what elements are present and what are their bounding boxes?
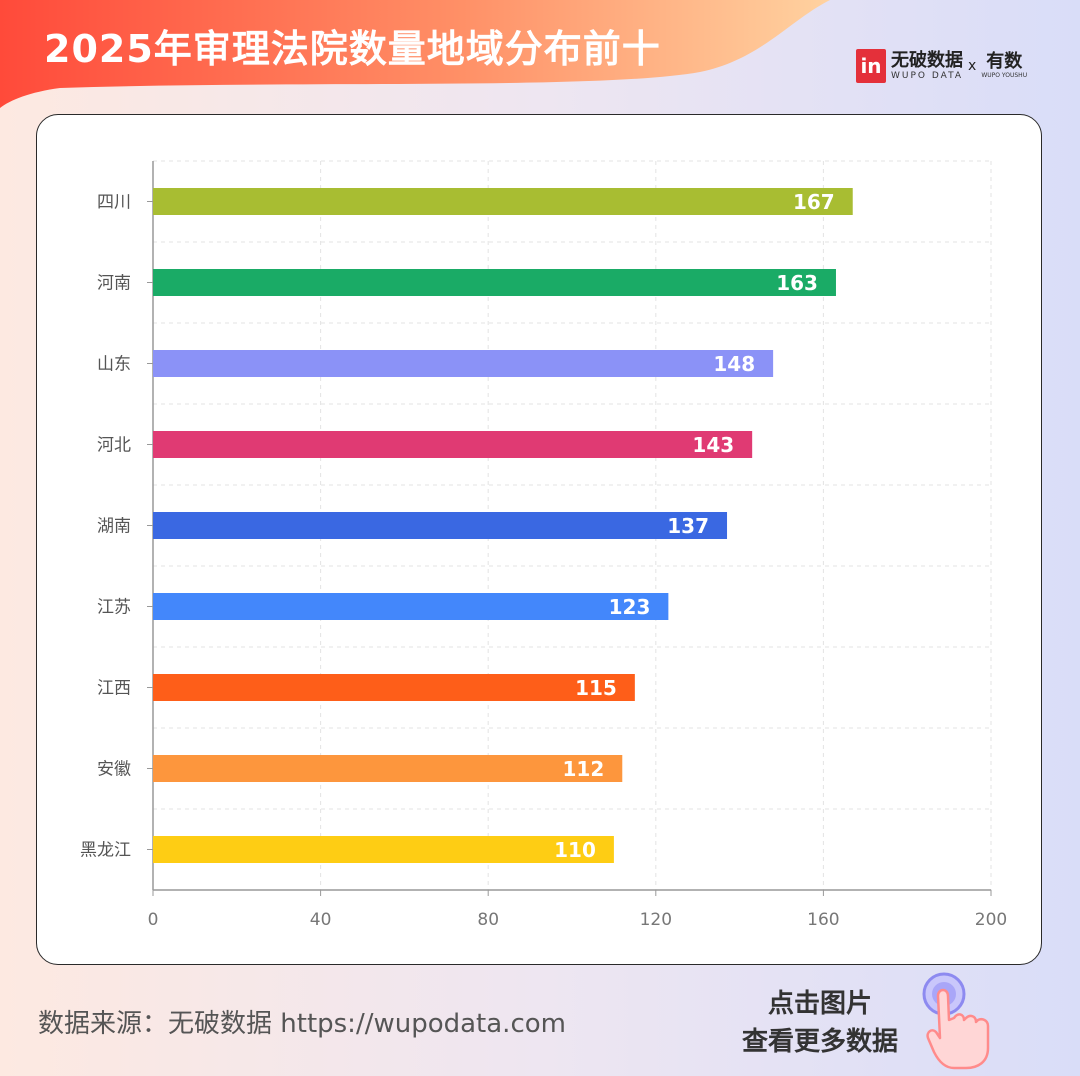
chart-card: 0 40 80 120 160 200 四川 167 河南 163 山东 148 河北 143 湖南 137 江… <box>36 114 1042 965</box>
bar <box>153 755 623 782</box>
partner-name: 有数 <box>986 51 1023 72</box>
cta-line-2: 查看更多数据 <box>741 1027 898 1057</box>
brand-mark-icon: in <box>856 49 886 83</box>
pointing-hand-icon[interactable] <box>918 968 1002 1072</box>
brand-separator: x <box>968 58 977 74</box>
bar-value-label: 115 <box>575 676 617 700</box>
bar-value-label: 163 <box>776 271 818 295</box>
category-label: 河北 <box>97 436 131 456</box>
x-tick-label: 80 <box>477 910 499 930</box>
page-title: 2025年审理法院数量地域分布前十 <box>44 27 661 71</box>
partner-name-en: WUPO YOUSHU <box>981 72 1028 79</box>
bar <box>153 512 728 539</box>
x-tick-label: 40 <box>310 910 332 930</box>
bar-value-label: 148 <box>713 352 755 376</box>
x-tick-label: 160 <box>807 910 839 930</box>
bar-value-label: 112 <box>563 757 605 781</box>
bar-value-label: 123 <box>609 595 651 619</box>
category-label: 湖南 <box>97 517 131 537</box>
bar <box>153 188 853 215</box>
data-source: 数据来源：无破数据 https://wupodata.com <box>38 1009 566 1039</box>
bar-value-label: 167 <box>793 190 835 214</box>
x-tick-label: 200 <box>975 910 1007 930</box>
bar <box>153 593 669 620</box>
bar-value-label: 110 <box>554 838 596 862</box>
bar-value-label: 137 <box>667 514 709 538</box>
category-label: 山东 <box>97 355 131 375</box>
x-tick-label: 120 <box>640 910 672 930</box>
bar <box>153 269 836 296</box>
bar <box>153 836 614 863</box>
cta-line-1: 点击图片 <box>767 989 872 1019</box>
category-label: 江西 <box>97 679 131 699</box>
category-label: 河南 <box>97 274 131 294</box>
brand-name-en: WUPO DATA <box>891 71 964 81</box>
bar <box>153 431 753 458</box>
category-label: 黑龙江 <box>80 841 131 861</box>
bar <box>153 674 635 701</box>
bar-value-label: 143 <box>692 433 734 457</box>
bar-chart: 0 40 80 120 160 200 四川 167 河南 163 山东 148 河北 143 湖南 137 江… <box>80 160 1007 930</box>
x-tick-label: 0 <box>148 910 159 930</box>
category-label: 江苏 <box>97 598 131 618</box>
brand-name: 无破数据 <box>891 50 963 71</box>
bar <box>153 350 774 377</box>
header-band <box>0 0 830 108</box>
brand-logo: in 无破数据 WUPO DATA x 有数 WUPO YOUSHU <box>856 46 1027 86</box>
category-label: 安徽 <box>97 760 131 780</box>
category-label: 四川 <box>97 193 131 213</box>
cta-button[interactable]: 点击图片 查看更多数据 <box>720 985 920 1061</box>
